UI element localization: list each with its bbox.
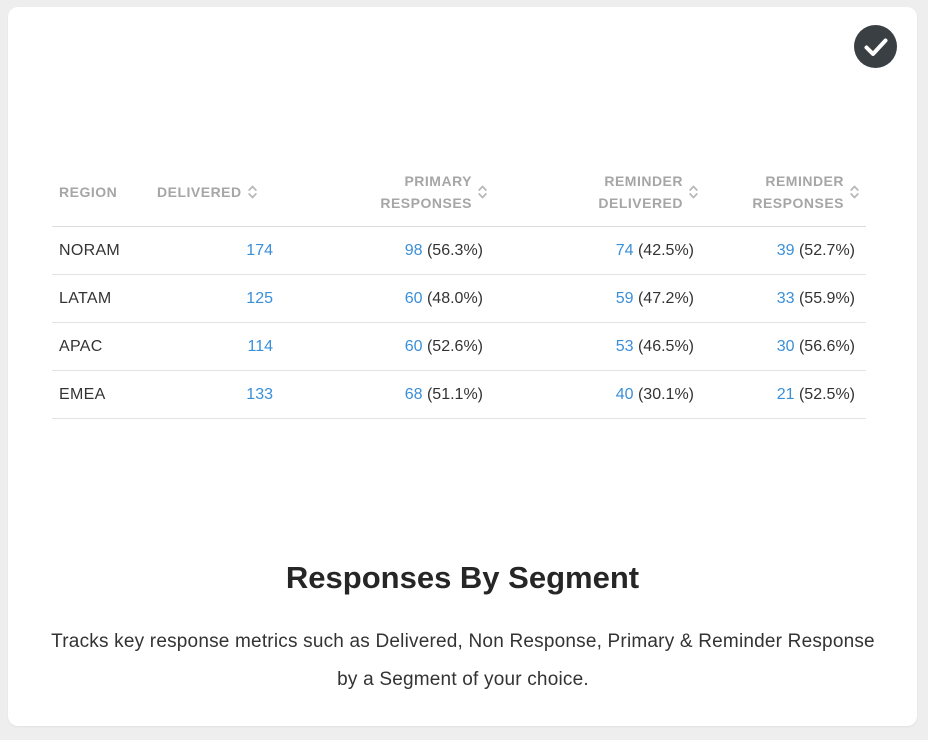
card-description: Tracks key response metrics such as Deli… xyxy=(51,631,875,690)
column-header-region-label: REGION xyxy=(59,183,118,200)
reminder-delivered-link[interactable]: 40 xyxy=(615,385,634,403)
reminder-responses-link[interactable]: 39 xyxy=(776,241,795,259)
sort-icon[interactable] xyxy=(689,184,698,200)
column-header-primary-responses-line2: RESPONSES xyxy=(380,194,472,211)
column-header-region: REGION xyxy=(52,157,150,227)
checkmark-icon xyxy=(864,38,887,56)
reminder-delivered-pct: (47.2%) xyxy=(637,289,694,307)
column-header-delivered-label: DELIVERED xyxy=(157,183,242,200)
template-card[interactable]: REGION DELIVERED PRIMARY RESPONSES xyxy=(8,7,917,726)
delivered-link[interactable]: 174 xyxy=(246,241,273,259)
table-row: EMEA 133 68 (51.1%) 40 (30.1%) 21 (52.5%… xyxy=(52,370,866,419)
column-header-reminder-delivered-line1: REMINDER xyxy=(604,172,683,189)
column-header-reminder-delivered[interactable]: REMINDER DELIVERED xyxy=(494,157,705,227)
primary-responses-link[interactable]: 98 xyxy=(404,241,423,259)
column-header-reminder-responses-line2: RESPONSES xyxy=(752,194,844,211)
reminder-responses-link[interactable]: 21 xyxy=(776,385,795,403)
column-header-delivered[interactable]: DELIVERED xyxy=(150,157,284,227)
primary-responses-pct: (51.1%) xyxy=(426,385,483,403)
reminder-delivered-pct: (30.1%) xyxy=(637,385,694,403)
sort-icon[interactable] xyxy=(478,184,487,200)
sort-icon[interactable] xyxy=(247,184,257,200)
delivered-link[interactable]: 114 xyxy=(247,337,273,355)
table-header-row: REGION DELIVERED PRIMARY RESPONSES xyxy=(52,157,866,227)
primary-responses-link[interactable]: 60 xyxy=(404,289,423,307)
reminder-responses-pct: (52.7%) xyxy=(798,241,855,259)
column-header-primary-responses-line1: PRIMARY xyxy=(404,172,472,189)
card-title: Responses By Segment xyxy=(285,560,640,595)
reminder-responses-pct: (55.9%) xyxy=(798,289,855,307)
delivered-link[interactable]: 125 xyxy=(246,289,273,307)
reminder-delivered-pct: (42.5%) xyxy=(637,241,694,259)
reminder-responses-pct: (56.6%) xyxy=(798,337,855,355)
region-cell: APAC xyxy=(52,322,150,371)
region-cell: NORAM xyxy=(52,226,150,275)
sort-icon[interactable] xyxy=(850,184,859,200)
column-header-primary-responses[interactable]: PRIMARY RESPONSES xyxy=(284,157,494,227)
primary-responses-pct: (52.6%) xyxy=(426,337,483,355)
region-cell: EMEA xyxy=(52,370,150,419)
column-header-reminder-delivered-line2: DELIVERED xyxy=(598,194,683,211)
reminder-delivered-link[interactable]: 53 xyxy=(615,337,634,355)
primary-responses-link[interactable]: 68 xyxy=(404,385,423,403)
reminder-delivered-link[interactable]: 74 xyxy=(615,241,634,259)
region-cell: LATAM xyxy=(52,274,150,323)
reminder-responses-link[interactable]: 30 xyxy=(776,337,795,355)
response-metrics-table: REGION DELIVERED PRIMARY RESPONSES xyxy=(52,157,866,419)
primary-responses-pct: (56.3%) xyxy=(426,241,483,259)
column-header-reminder-responses-line1: REMINDER xyxy=(765,172,844,189)
reminder-responses-link[interactable]: 33 xyxy=(776,289,795,307)
selected-check-badge[interactable] xyxy=(854,25,897,68)
primary-responses-pct: (48.0%) xyxy=(426,289,483,307)
table-row: APAC 114 60 (52.6%) 53 (46.5%) 30 (56.6%… xyxy=(52,322,866,371)
reminder-delivered-pct: (46.5%) xyxy=(637,337,694,355)
column-header-reminder-responses[interactable]: REMINDER RESPONSES xyxy=(705,157,866,227)
primary-responses-link[interactable]: 60 xyxy=(404,337,423,355)
table-row: LATAM 125 60 (48.0%) 59 (47.2%) 33 (55.9… xyxy=(52,274,866,323)
table-row: NORAM 174 98 (56.3%) 74 (42.5%) 39 (52.7… xyxy=(52,226,866,275)
delivered-link[interactable]: 133 xyxy=(246,385,273,403)
reminder-responses-pct: (52.5%) xyxy=(798,385,855,403)
reminder-delivered-link[interactable]: 59 xyxy=(615,289,634,307)
